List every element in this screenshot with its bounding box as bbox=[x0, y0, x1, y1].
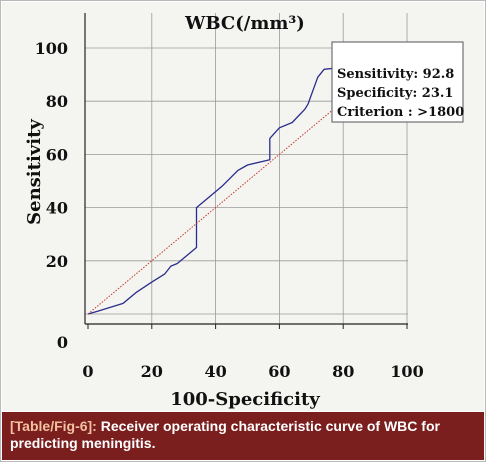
x-tick-label-80: 80 bbox=[332, 362, 354, 381]
annotation-specificity: Specificity: 23.1 bbox=[337, 86, 453, 101]
y-tick-label-60: 60 bbox=[46, 145, 68, 164]
y-tick-label-0: 0 bbox=[57, 333, 68, 352]
x-tick-label-20: 20 bbox=[141, 362, 163, 381]
roc-curve-line bbox=[87, 47, 408, 315]
annotation-sensitivity: Sensitivity: 92.8 bbox=[337, 67, 454, 82]
y-tick-label-100: 100 bbox=[35, 39, 68, 58]
criterion-annotation: Sensitivity: 92.8 Specificity: 23.1 Crit… bbox=[331, 41, 464, 123]
figure-caption: [Table/Fig-6]: Receiver operating charac… bbox=[2, 412, 484, 460]
y-tick-label-80: 80 bbox=[46, 92, 68, 111]
x-ticks: 0 20 40 60 80 100 bbox=[82, 324, 424, 381]
chart-title: WBC(/mm³) bbox=[184, 13, 305, 34]
axes bbox=[84, 13, 408, 325]
x-tick-label-100: 100 bbox=[390, 362, 423, 381]
x-axis-label: 100-Specificity bbox=[170, 389, 320, 410]
y-ticks: 0 20 40 60 80 100 bbox=[35, 39, 68, 352]
x-tick-label-0: 0 bbox=[82, 362, 93, 381]
x-tick-label-40: 40 bbox=[204, 362, 226, 381]
roc-chart: 0 20 40 60 80 100 0 20 40 60 80 100 WBC(/mm³) 100-… bbox=[24, 13, 464, 410]
caption-text: Receiver operating characteristic curve … bbox=[10, 418, 440, 451]
x-tick-label-60: 60 bbox=[268, 362, 290, 381]
chart-area: 0 20 40 60 80 100 0 20 40 60 80 100 WBC(/mm³) 100-… bbox=[2, 2, 484, 411]
annotation-criterion: Criterion : >1800 bbox=[337, 105, 464, 120]
caption-ref: [Table/Fig-6]: bbox=[10, 418, 97, 434]
y-axis-label: Sensitivity bbox=[24, 119, 45, 225]
y-tick-label-20: 20 bbox=[46, 252, 68, 271]
y-tick-label-40: 40 bbox=[46, 199, 68, 218]
annotation-box bbox=[331, 41, 464, 123]
